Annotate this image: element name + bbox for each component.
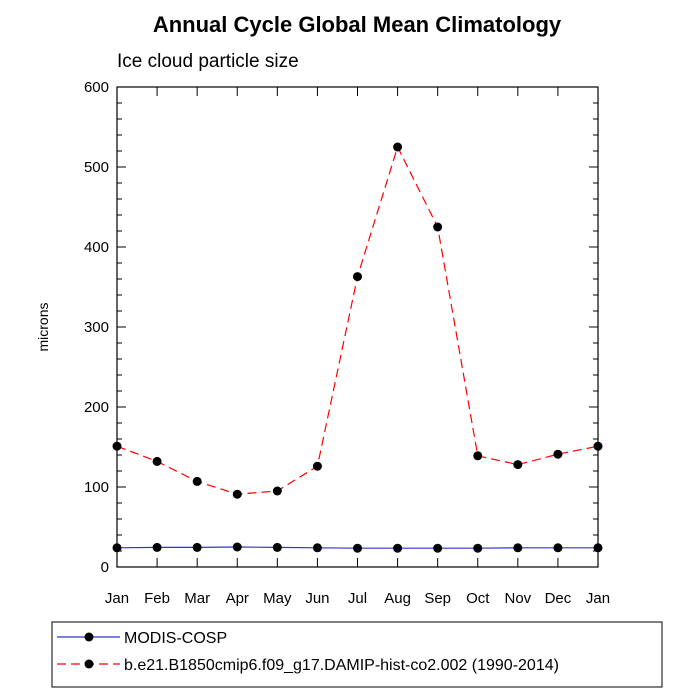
y-tick-label: 600 [84, 79, 109, 96]
data-point [312, 543, 322, 553]
chart-title: Annual Cycle Global Mean Climatology [153, 12, 562, 37]
x-tick-label: Apr [226, 590, 249, 607]
series-line [116, 145, 599, 495]
y-tick-label: 500 [84, 159, 109, 176]
series-0 [112, 542, 603, 553]
y-tick-label: 200 [84, 399, 109, 416]
x-tick-label: Dec [545, 590, 572, 607]
data-point [152, 542, 162, 552]
x-tick-label: Aug [384, 590, 411, 607]
data-point [553, 543, 563, 553]
plot-frame [116, 86, 599, 568]
x-tick-label: Jul [348, 590, 367, 607]
legend-label-model: b.e21.B1850cmip6.f09_g17.DAMIP-hist-co2.… [124, 657, 559, 674]
legend-marks [57, 632, 120, 669]
data-point [473, 451, 483, 461]
chart-subtitle: Ice cloud particle size [117, 51, 299, 72]
x-tick-label: Jan [586, 590, 610, 607]
series-1 [112, 142, 603, 499]
x-tick-label: Jan [105, 590, 129, 607]
y-tick-label: 100 [84, 479, 109, 496]
data-point [192, 542, 202, 552]
x-tick-label: Jun [305, 590, 329, 607]
x-tick-label: May [263, 590, 292, 607]
data-point [473, 543, 483, 553]
data-point [112, 543, 122, 553]
axes: 0 100 200 300 400 500 600 Jan Feb Mar Apr May Jun Jul… [84, 79, 610, 607]
data-point [433, 543, 443, 553]
legend: MODIS-COSP b.e21.B1850cmip6.f09_g17.DAMI… [51, 621, 663, 688]
x-tick-label: Feb [144, 590, 170, 607]
data-point [112, 441, 122, 451]
data-point [393, 142, 403, 152]
legend-box [51, 621, 663, 688]
series-lines [112, 142, 603, 553]
data-point [272, 486, 282, 496]
legend-label-modis: MODIS-COSP [124, 630, 227, 647]
data-point [312, 461, 322, 471]
data-point [553, 449, 563, 459]
data-point [152, 456, 162, 466]
legend-marker [84, 632, 94, 642]
data-point [433, 222, 443, 232]
data-point [353, 543, 362, 553]
x-tick-label: Nov [504, 590, 531, 607]
data-point [353, 272, 362, 282]
legend-marker [84, 659, 94, 669]
data-point [513, 460, 523, 470]
data-point [513, 543, 523, 553]
data-point [232, 542, 242, 552]
x-tick-label: Oct [466, 590, 490, 607]
data-point [232, 489, 242, 499]
data-point [593, 543, 603, 553]
data-point [593, 441, 603, 451]
x-tick-label: Sep [424, 590, 451, 607]
data-point [393, 543, 403, 553]
y-axis-label: microns [35, 302, 51, 351]
y-tick-label: 300 [84, 319, 109, 336]
y-tick-label: 0 [101, 559, 109, 576]
x-tick-label: Mar [184, 590, 210, 607]
data-point [192, 476, 202, 486]
data-point [272, 542, 282, 552]
y-tick-label: 400 [84, 239, 109, 256]
